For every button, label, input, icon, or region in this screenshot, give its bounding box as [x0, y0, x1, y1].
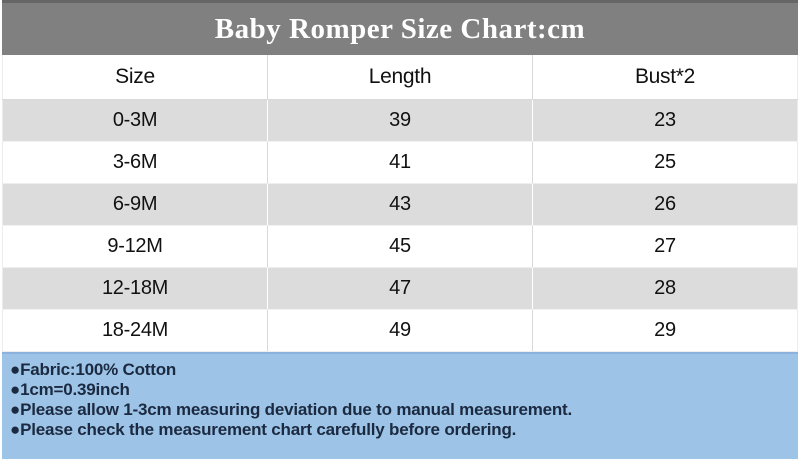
table-cell-size: 6-9M [2, 183, 268, 226]
table-cell-length: 45 [267, 225, 533, 268]
table-cell-size: 12-18M [2, 267, 268, 310]
note-check-chart: ●Please check the measurement chart care… [10, 420, 517, 439]
table-row: 6-9M 43 26 [2, 183, 798, 226]
table-cell-bust: 27 [532, 225, 798, 268]
table-cell-length: 41 [267, 141, 533, 184]
note-deviation: ●Please allow 1-3cm measuring deviation … [10, 400, 573, 419]
note-fabric: ●Fabric:100% Cotton [10, 360, 177, 379]
table-row: 3-6M 41 25 [2, 141, 798, 184]
note-conversion: ●1cm=0.39inch [10, 380, 130, 399]
title-bar: Baby Romper Size Chart:cm [2, 0, 798, 55]
table-cell-size: 9-12M [2, 225, 268, 268]
table-cell-bust: 23 [532, 99, 798, 142]
table-cell-length: 49 [267, 309, 533, 352]
column-header-size: Size [2, 55, 268, 100]
table-cell-size: 3-6M [2, 141, 268, 184]
table-cell-bust: 29 [532, 309, 798, 352]
table-cell-size: 18-24M [2, 309, 268, 352]
page-title: Baby Romper Size Chart:cm [214, 12, 586, 45]
table-cell-bust: 25 [532, 141, 798, 184]
notes-panel: ●Fabric:100% Cotton ●1cm=0.39inch ●Pleas… [2, 352, 798, 459]
table-row: 9-12M 45 27 [2, 225, 798, 268]
table-cell-size: 0-3M [2, 99, 268, 142]
table-cell-bust: 26 [532, 183, 798, 226]
table-cell-bust: 28 [532, 267, 798, 310]
column-header-length: Length [267, 55, 533, 100]
table-header-row: Size Length Bust*2 [2, 55, 798, 100]
table-row: 18-24M 49 29 [2, 309, 798, 352]
size-table: Size Length Bust*2 0-3M 39 23 3-6M 41 25… [2, 55, 798, 352]
table-cell-length: 47 [267, 267, 533, 310]
table-row: 0-3M 39 23 [2, 99, 798, 142]
table-row: 12-18M 47 28 [2, 267, 798, 310]
table-cell-length: 39 [267, 99, 533, 142]
column-header-bust: Bust*2 [532, 55, 798, 100]
table-cell-length: 43 [267, 183, 533, 226]
